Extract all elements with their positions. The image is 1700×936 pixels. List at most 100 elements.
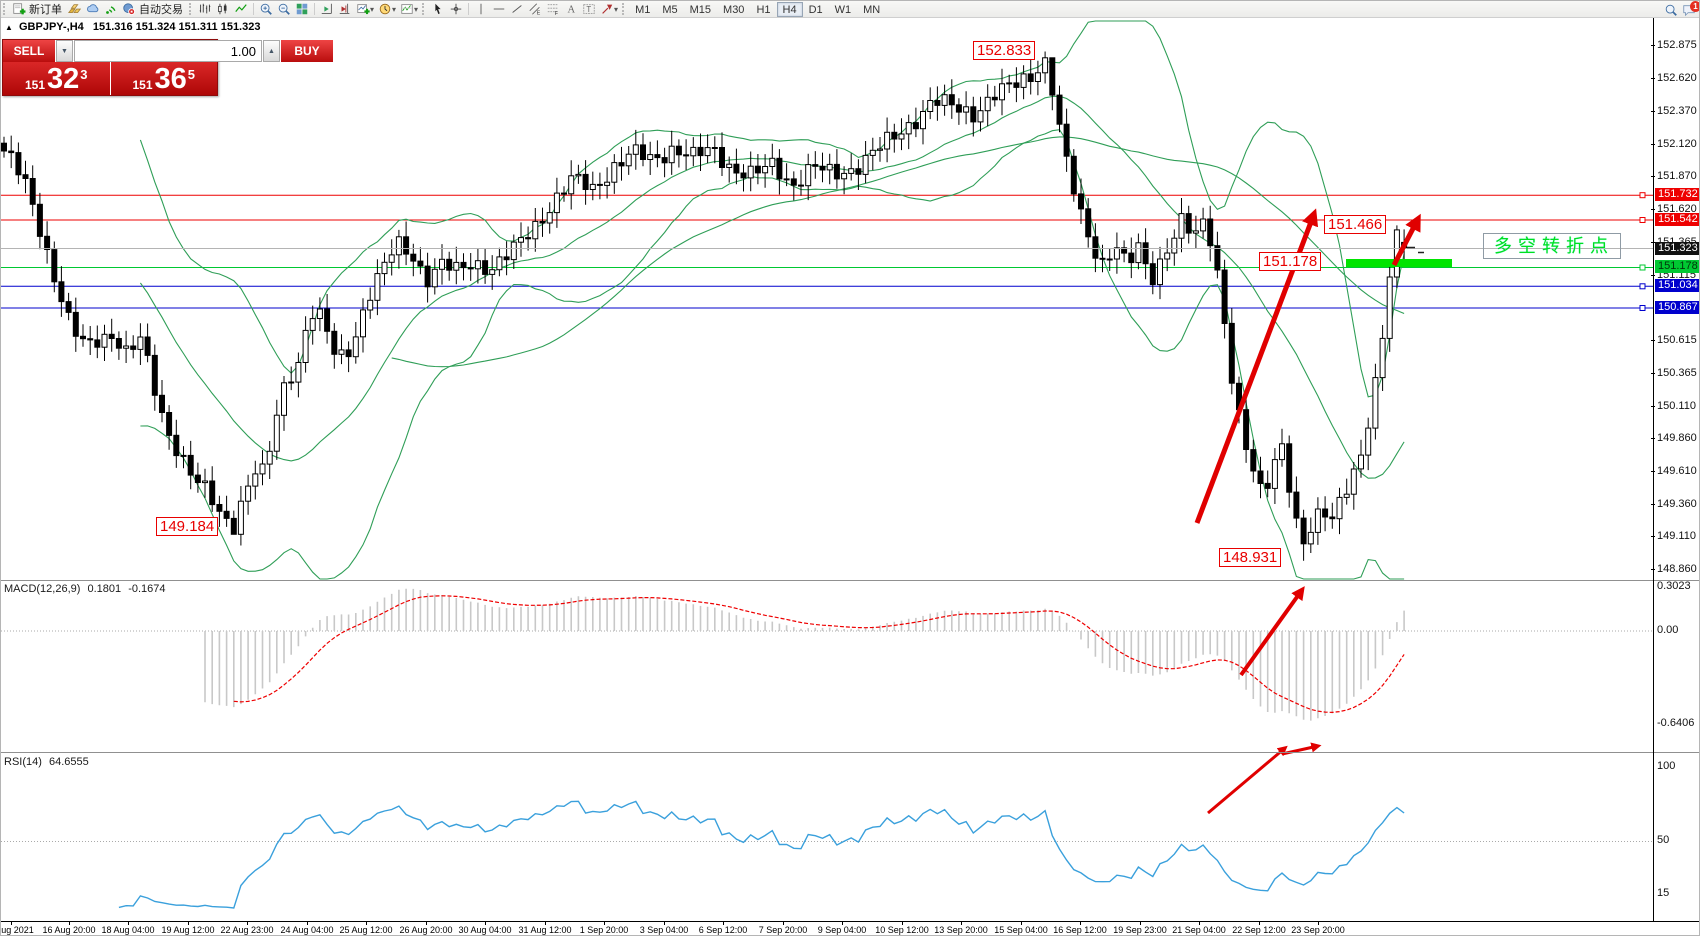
search-icon[interactable]	[1662, 2, 1680, 17]
timeframe-button-d1[interactable]: D1	[808, 3, 823, 16]
trendline-icon[interactable]	[508, 2, 526, 17]
timeframe-button-m1[interactable]: M1	[635, 3, 651, 16]
indicators-icon[interactable]	[398, 2, 416, 17]
time-axis-label: 18 Aug 04:00	[101, 925, 155, 935]
line-handle[interactable]	[1639, 264, 1646, 271]
time-axis-label: 13 Sep 20:00	[934, 925, 988, 935]
last-price-marker	[1407, 246, 1424, 254]
time-axis-label: 24 Aug 04:00	[280, 925, 334, 935]
horizontal-line-icon[interactable]	[490, 2, 508, 17]
new-order-label[interactable]: 新订单	[29, 4, 62, 16]
price-annotation-label[interactable]: 149.184	[156, 517, 219, 536]
line-handle[interactable]	[1639, 283, 1646, 290]
time-axis-label: 19 Sep 23:00	[1113, 925, 1167, 935]
price-axis[interactable]: 152.875 152.620 152.370 152.120 151.870 151.6…	[1651, 18, 1699, 921]
dropdown-caret-icon[interactable]: ▾	[614, 4, 619, 14]
timeframe-button-w1[interactable]: W1	[834, 3, 852, 16]
rsi-axis-label: 100	[1657, 760, 1676, 772]
shift-end-icon[interactable]	[336, 2, 354, 17]
turning-point-annotation[interactable]: 多空转折点	[1483, 233, 1621, 259]
shift-chart-icon[interactable]	[318, 2, 336, 17]
timeframe-button-mn[interactable]: MN	[863, 3, 881, 16]
tile-windows-icon[interactable]	[293, 2, 311, 17]
crosshair-icon[interactable]	[447, 2, 465, 17]
zoom-in-icon[interactable]	[257, 2, 275, 17]
dropdown-caret-icon[interactable]: ▾	[414, 4, 419, 14]
rsi-axis-label: 15	[1657, 887, 1670, 899]
trend-arrow[interactable]	[1391, 213, 1421, 267]
time-axis-tick	[485, 922, 486, 925]
buy-price[interactable]: 151 36 5	[110, 62, 217, 95]
price-annotation-label[interactable]: 148.931	[1219, 548, 1282, 567]
volume-decrease-button[interactable]: ▼	[56, 40, 73, 62]
buy-price-pips: 36	[154, 63, 187, 95]
sell-price-point: 3	[80, 67, 88, 82]
timeframe-button-m30[interactable]: M30	[723, 3, 745, 16]
new-chart-icon[interactable]	[354, 2, 372, 17]
symbol-info[interactable]: ▲ GBPJPY-,H4 151.316 151.324 151.311 151…	[5, 21, 260, 33]
time-axis-tick	[307, 922, 308, 925]
volume-input[interactable]	[74, 40, 262, 62]
notifications-icon[interactable]: 1	[1680, 1, 1699, 17]
fibonacci-icon[interactable]: F	[544, 2, 562, 17]
price-annotation-label[interactable]: 151.466	[1324, 215, 1387, 234]
periods-clock-icon[interactable]	[376, 2, 394, 17]
panel-collapse-icon[interactable]: ▲	[5, 23, 13, 32]
price-annotation-label[interactable]: 152.833	[973, 41, 1036, 60]
timeframe-button-h4[interactable]: H4	[776, 1, 803, 17]
line-handle[interactable]	[1639, 305, 1646, 311]
svg-text:F: F	[555, 11, 558, 16]
buy-button[interactable]: BUY	[281, 40, 333, 62]
trend-arrow[interactable]	[1207, 745, 1288, 815]
volume-increase-button[interactable]: ▲	[263, 40, 280, 62]
line-handle[interactable]	[1639, 192, 1646, 199]
new-order-icon[interactable]	[10, 2, 28, 17]
price-annotation-label[interactable]: 151.178	[1259, 252, 1322, 271]
time-axis-tick	[247, 922, 248, 925]
vertical-line-icon[interactable]	[472, 2, 490, 17]
timeframe-button-m5[interactable]: M5	[662, 3, 678, 16]
time-axis-tick	[842, 922, 843, 925]
zoom-out-icon[interactable]	[275, 2, 293, 17]
price-tick-label: 149.860	[1651, 432, 1697, 444]
symbol-title: GBPJPY-,H4	[18, 21, 84, 33]
dropdown-caret-icon[interactable]: ▾	[370, 4, 375, 14]
bear-candles	[1, 57, 1408, 545]
time-axis[interactable]: 3 Aug 2021 16 Aug 20:00 18 Aug 04:00 19 Aug…	[1, 922, 1699, 935]
text-icon[interactable]: A	[562, 2, 580, 17]
timeframe-button-h1[interactable]: H1	[756, 3, 771, 16]
arrow-tool-icon[interactable]	[598, 2, 616, 17]
price-tick-label: 152.120	[1651, 138, 1697, 150]
time-axis-tick	[1199, 922, 1200, 925]
line-chart-icon[interactable]	[232, 2, 250, 17]
support-highlight-bar[interactable]	[1346, 259, 1452, 267]
price-tick-label: 152.370	[1651, 105, 1697, 117]
time-axis-tick	[188, 922, 189, 925]
dropdown-caret-icon[interactable]: ▾	[392, 4, 397, 14]
sell-price-big-figure: 151	[24, 78, 46, 92]
toolbar-grip	[189, 3, 194, 15]
candlestick-chart-icon[interactable]	[214, 2, 232, 17]
time-axis-tick	[783, 922, 784, 925]
channel-icon[interactable]: E	[526, 2, 544, 17]
timeframe-button-m15[interactable]: M15	[689, 3, 712, 16]
chart-canvas[interactable]	[1, 18, 1700, 936]
time-axis-label: 16 Sep 12:00	[1053, 925, 1107, 935]
gold-icon[interactable]	[66, 2, 84, 17]
line-handle[interactable]	[1639, 217, 1646, 223]
bollinger-bands	[139, 20, 1405, 580]
autotrade-label[interactable]: 自动交易	[139, 4, 183, 16]
trend-arrow[interactable]	[1239, 586, 1305, 677]
sell-price[interactable]: 151 32 3	[3, 62, 110, 95]
toolbar: 新订单 自动交易 ▾ ▾ ▾ E F A T ▾ M1 M5 M15 M30 H1 H	[1, 1, 1699, 18]
signal-icon[interactable]	[102, 2, 120, 17]
cursor-icon[interactable]	[429, 2, 447, 17]
bar-chart-icon[interactable]	[196, 2, 214, 17]
text-label-icon[interactable]: T	[580, 2, 598, 17]
autotrade-icon[interactable]	[120, 2, 138, 17]
sell-button[interactable]: SELL	[3, 40, 55, 62]
cloud-icon[interactable]	[84, 2, 102, 17]
macd-axis-label: -0.6406	[1657, 717, 1695, 729]
chart-area[interactable]: 152.833 151.466 151.178 149.184 148.931 多空转折点…	[1, 18, 1700, 936]
